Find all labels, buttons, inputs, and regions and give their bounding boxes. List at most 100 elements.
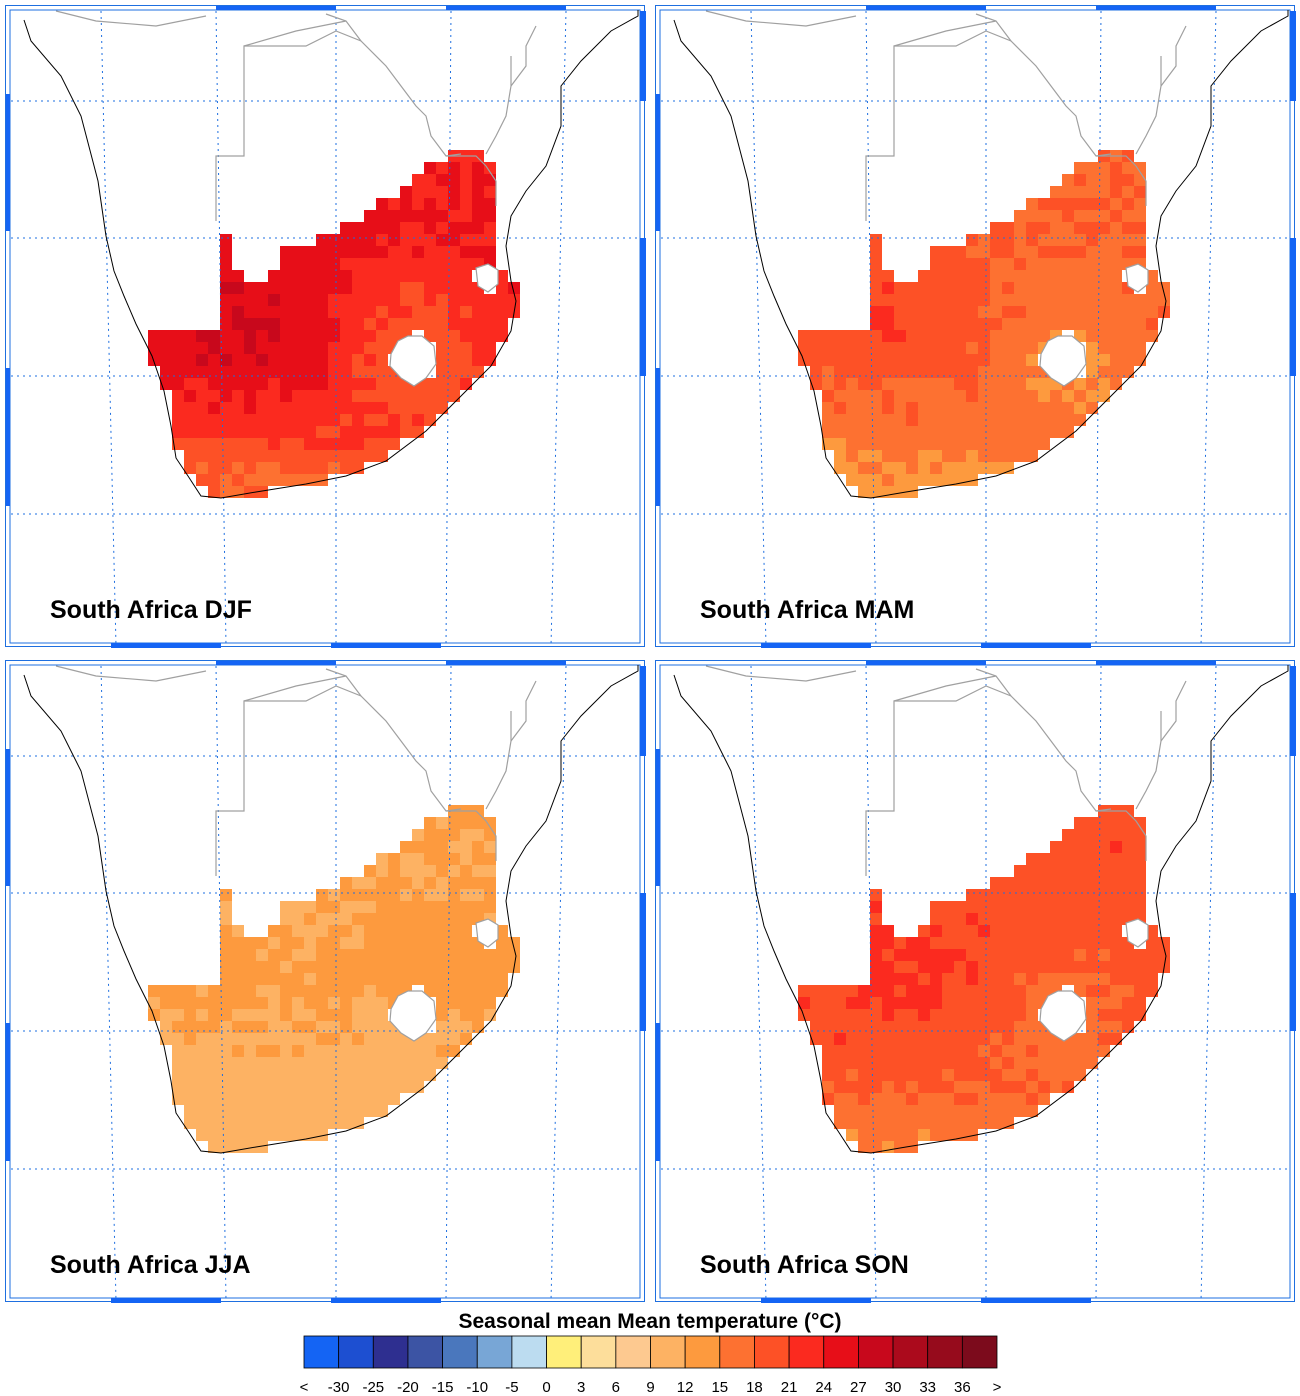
grid-cell: [304, 1045, 316, 1057]
grid-cell: [942, 426, 954, 438]
grid-cell: [268, 306, 280, 318]
grid-cell: [858, 414, 870, 426]
grid-cell: [472, 162, 484, 174]
grid-cell: [328, 366, 340, 378]
grid-cell: [858, 366, 870, 378]
grid-cell: [906, 342, 918, 354]
grid-cell: [990, 877, 1002, 889]
grid-cell: [1014, 282, 1026, 294]
grid-cell: [1110, 258, 1122, 270]
grid-cell: [834, 985, 846, 997]
grid-cell: [400, 1057, 412, 1069]
grid-cell: [1038, 294, 1050, 306]
grid-cell: [918, 1057, 930, 1069]
grid-cell: [292, 306, 304, 318]
grid-cell: [1002, 426, 1014, 438]
grid-cell: [448, 282, 460, 294]
grid-cell: [436, 961, 448, 973]
grid-cell: [340, 366, 352, 378]
colorbar-swatch: [407, 1335, 443, 1369]
grid-cell: [954, 270, 966, 282]
grid-cell: [328, 342, 340, 354]
grid-cell: [870, 1093, 882, 1105]
grid-cell: [1134, 342, 1146, 354]
grid-cell: [340, 1045, 352, 1057]
grid-cell: [376, 1045, 388, 1057]
grid-cell: [1026, 1105, 1038, 1117]
grid-cell: [954, 450, 966, 462]
grid-cell: [256, 438, 268, 450]
grid-cell: [1002, 997, 1014, 1009]
grid-cell: [232, 306, 244, 318]
grid-cell: [810, 342, 822, 354]
grid-cell: [882, 402, 894, 414]
grid-cell: [942, 961, 954, 973]
grid-cell: [316, 378, 328, 390]
grid-cell: [280, 354, 292, 366]
grid-cell: [268, 1021, 280, 1033]
grid-cell: [1086, 901, 1098, 913]
grid-cell: [484, 949, 496, 961]
grid-cell: [906, 426, 918, 438]
grid-cell: [340, 390, 352, 402]
grid-cell: [858, 354, 870, 366]
grid-cell: [882, 390, 894, 402]
grid-cell: [1038, 306, 1050, 318]
grid-cell: [990, 294, 1002, 306]
grid-cell: [424, 817, 436, 829]
grid-cell: [304, 390, 316, 402]
grid-cell: [822, 330, 834, 342]
grid-cell: [196, 366, 208, 378]
grid-cell: [870, 1081, 882, 1093]
grid-cell: [316, 1033, 328, 1045]
grid-cell: [244, 1081, 256, 1093]
grid-cell: [196, 1021, 208, 1033]
grid-cell: [316, 258, 328, 270]
colorbar-swatch: [961, 1335, 998, 1369]
grid-cell: [1098, 1033, 1110, 1045]
grid-cell: [172, 426, 184, 438]
grid-cell: [436, 198, 448, 210]
grid-cell: [484, 342, 496, 354]
grid-cell: [1110, 234, 1122, 246]
grid-cell: [460, 961, 472, 973]
grid-cell: [882, 462, 894, 474]
grid-cell: [1050, 294, 1062, 306]
grid-cell: [966, 258, 978, 270]
grid-cell: [172, 1045, 184, 1057]
grid-cell: [460, 210, 472, 222]
grid-cell: [436, 937, 448, 949]
grid-cell: [328, 426, 340, 438]
grid-cell: [436, 390, 448, 402]
grid-cell: [292, 270, 304, 282]
grid-cell: [1134, 853, 1146, 865]
grid-cell: [460, 913, 472, 925]
grid-cell: [1158, 949, 1170, 961]
grid-cell: [316, 1069, 328, 1081]
grid-cell: [400, 222, 412, 234]
grid-cell: [364, 342, 376, 354]
grid-cell: [894, 306, 906, 318]
grid-cell: [388, 390, 400, 402]
grid-cell: [436, 246, 448, 258]
grid-cell: [990, 270, 1002, 282]
grid-cell: [918, 414, 930, 426]
grid-cell: [1098, 330, 1110, 342]
grid-cell: [352, 985, 364, 997]
grid-cell: [930, 306, 942, 318]
grid-cell: [472, 342, 484, 354]
grid-cell: [990, 961, 1002, 973]
grid-cell: [990, 378, 1002, 390]
grid-cell: [376, 270, 388, 282]
grid-cell: [1014, 450, 1026, 462]
grid-cell: [978, 1033, 990, 1045]
colorbar-tick-label: 27: [850, 1379, 867, 1396]
grid-cell: [436, 402, 448, 414]
grid-cell: [256, 330, 268, 342]
colorbar-tick-label: -15: [432, 1379, 454, 1396]
grid-cell: [244, 462, 256, 474]
grid-cell: [184, 985, 196, 997]
grid-cell: [436, 318, 448, 330]
grid-cell: [1002, 246, 1014, 258]
grid-cell: [1014, 414, 1026, 426]
